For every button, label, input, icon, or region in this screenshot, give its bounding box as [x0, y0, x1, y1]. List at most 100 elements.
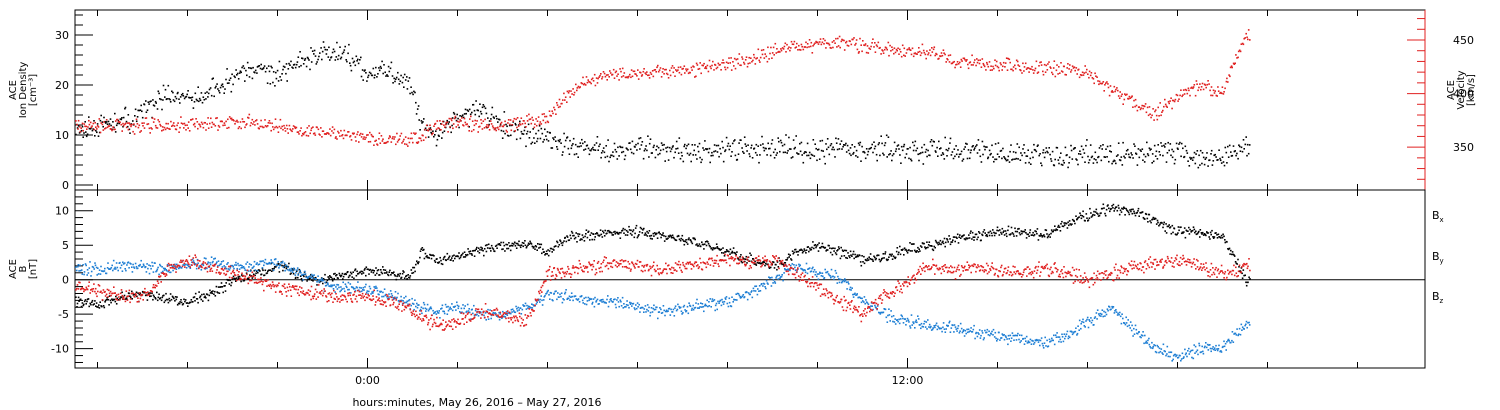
data-point	[1116, 209, 1119, 212]
data-point	[387, 274, 390, 277]
data-point	[752, 258, 755, 260]
data-point	[303, 132, 306, 134]
data-point	[563, 240, 565, 242]
data-point	[481, 247, 483, 249]
data-point	[959, 66, 962, 68]
data-point	[1189, 94, 1191, 97]
data-point	[1205, 86, 1207, 89]
data-point	[683, 145, 685, 148]
data-point	[1085, 213, 1088, 215]
data-point	[1060, 70, 1063, 72]
data-point	[338, 132, 340, 134]
data-point	[695, 75, 697, 78]
data-point	[195, 263, 197, 265]
data-point	[141, 110, 143, 113]
data-point	[564, 292, 566, 295]
data-point	[233, 119, 235, 122]
data-point	[457, 255, 459, 258]
data-point	[183, 122, 186, 125]
data-point	[509, 245, 511, 247]
data-point	[1192, 86, 1195, 88]
data-point	[984, 232, 986, 234]
data-point	[1140, 150, 1142, 152]
data-point	[659, 149, 662, 152]
data-point	[327, 283, 329, 285]
data-point	[420, 306, 423, 309]
data-point	[369, 131, 371, 134]
data-point	[543, 138, 545, 141]
data-point	[145, 111, 148, 113]
data-point	[300, 127, 302, 129]
data-point	[305, 65, 308, 68]
data-point	[681, 313, 683, 315]
data-point	[542, 141, 544, 143]
data-point	[848, 152, 851, 155]
data-point	[397, 273, 400, 276]
y-tick-label: 0	[62, 179, 69, 192]
data-point	[436, 310, 438, 312]
data-point	[747, 144, 749, 146]
data-point	[865, 51, 868, 54]
data-point	[697, 303, 700, 305]
data-point	[968, 157, 971, 160]
data-point	[101, 121, 104, 123]
data-point	[807, 246, 809, 248]
data-point	[967, 63, 969, 66]
data-point	[1007, 225, 1010, 228]
data-point	[400, 295, 402, 298]
data-point	[594, 149, 597, 151]
data-point	[367, 76, 369, 79]
data-point	[203, 296, 206, 299]
data-point	[235, 120, 237, 123]
data-point	[299, 130, 301, 132]
data-point	[1052, 73, 1054, 76]
data-point	[890, 255, 893, 257]
data-point	[450, 119, 453, 122]
data-point	[301, 57, 304, 60]
data-point	[75, 266, 77, 268]
data-point	[1197, 231, 1199, 234]
data-point	[1024, 162, 1027, 164]
data-point	[156, 299, 159, 302]
data-point	[934, 246, 936, 249]
data-point	[642, 229, 644, 231]
data-point	[1096, 212, 1098, 214]
data-point	[1112, 160, 1115, 163]
data-point	[506, 131, 508, 133]
data-point	[648, 156, 650, 158]
data-point	[600, 156, 602, 159]
data-point	[145, 117, 148, 119]
data-point	[473, 314, 476, 317]
data-point	[952, 157, 955, 160]
data-point	[499, 125, 501, 128]
data-point	[895, 148, 898, 150]
data-point	[551, 110, 553, 112]
data-point	[640, 227, 643, 230]
data-point	[589, 81, 591, 84]
data-point	[428, 128, 431, 131]
data-point	[891, 154, 894, 157]
data-point	[1082, 210, 1084, 213]
data-point	[285, 264, 288, 267]
data-point	[353, 60, 356, 63]
data-point	[226, 82, 229, 84]
series-points	[75, 41, 1251, 169]
data-point	[468, 130, 470, 132]
data-point	[682, 240, 685, 242]
data-point	[840, 246, 842, 249]
data-point	[764, 262, 767, 265]
data-point	[893, 47, 896, 49]
data-point	[814, 143, 816, 145]
data-point	[785, 51, 787, 53]
data-point	[1156, 118, 1159, 121]
data-point	[595, 299, 598, 302]
data-point	[234, 278, 236, 280]
data-point	[576, 145, 579, 148]
data-point	[699, 62, 701, 64]
data-point	[899, 48, 901, 51]
data-point	[1051, 230, 1054, 233]
data-point	[688, 237, 690, 239]
data-point	[1092, 213, 1094, 216]
data-point	[1068, 224, 1070, 227]
data-point	[509, 119, 512, 121]
